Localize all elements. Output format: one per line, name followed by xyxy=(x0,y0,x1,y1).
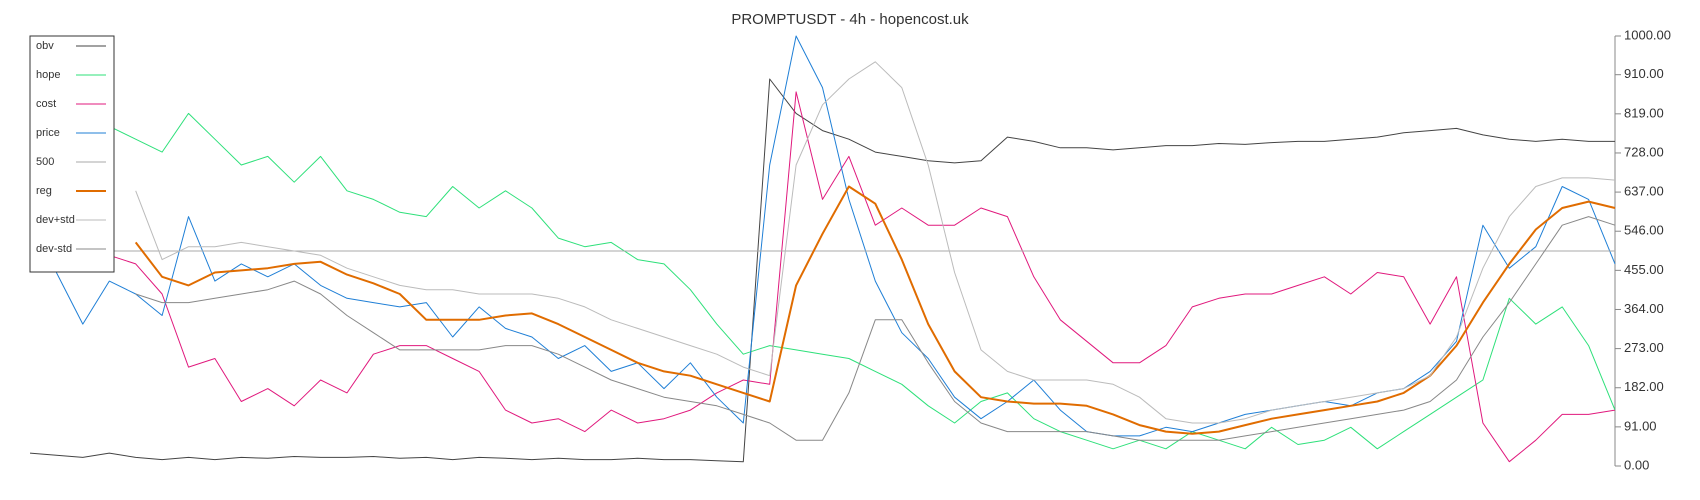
legend-label: price xyxy=(36,127,60,139)
series-line xyxy=(135,216,1616,441)
y-tick-label: 364.00 xyxy=(1624,301,1664,316)
y-tick-label: 91.00 xyxy=(1624,418,1657,433)
series-line xyxy=(135,61,1616,424)
y-tick-label: 819.00 xyxy=(1624,105,1664,120)
y-tick-label: 0.00 xyxy=(1624,457,1649,472)
y-tick-label: 273.00 xyxy=(1624,340,1664,355)
series-line xyxy=(134,185,1616,435)
y-tick-label: 546.00 xyxy=(1624,223,1664,238)
series-line xyxy=(29,78,1615,463)
y-tick-label: 910.00 xyxy=(1624,66,1664,81)
legend-label: 500 xyxy=(36,156,54,168)
legend: obv hope cost price 500 reg dev+std dev-std xyxy=(29,35,115,273)
legend-label: dev-std xyxy=(36,243,72,255)
legend-label: reg xyxy=(36,185,52,197)
legend-label: cost xyxy=(36,98,56,110)
series-line xyxy=(55,35,1616,437)
legend-label: obv xyxy=(36,40,54,52)
y-tick-label: 182.00 xyxy=(1624,379,1664,394)
y-tick-label: 1000.00 xyxy=(1624,27,1671,42)
y-tick-label: 455.00 xyxy=(1624,262,1664,277)
legend-label: hope xyxy=(36,69,60,81)
legend-label: dev+std xyxy=(36,214,75,226)
chart-title: PROMPTUSDT - 4h - hopencost.uk xyxy=(731,11,969,28)
y-tick-label: 637.00 xyxy=(1624,184,1664,199)
y-tick-label: 728.00 xyxy=(1624,144,1664,159)
plot-area: 0.00 91.00 182.00 273.00 364.00 455.00 546.00 6… xyxy=(29,27,1671,472)
series-line xyxy=(109,91,1616,463)
series-line xyxy=(109,112,1616,450)
